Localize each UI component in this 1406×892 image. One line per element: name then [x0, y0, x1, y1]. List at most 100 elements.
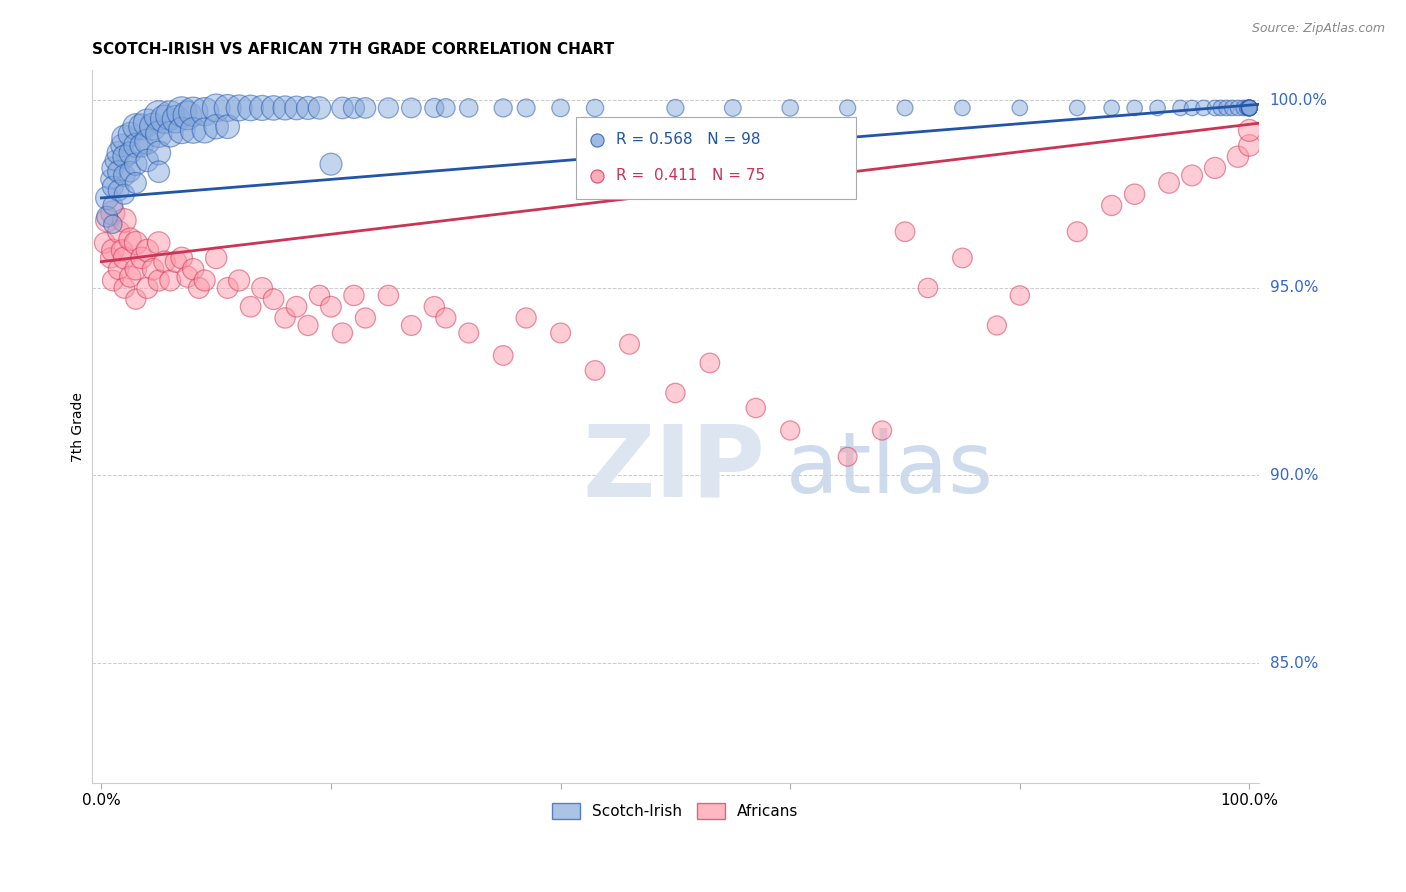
Point [96, 210, 118, 224]
Point [401, 318, 423, 333]
Point [308, 288, 330, 302]
Point [377, 101, 399, 115]
Point [1170, 101, 1192, 115]
Point [131, 251, 153, 265]
Point [308, 101, 330, 115]
Point [423, 101, 446, 115]
Point [205, 101, 228, 115]
Point [148, 164, 170, 178]
Point [492, 101, 515, 115]
Point [1066, 225, 1088, 239]
Point [136, 153, 159, 168]
Point [457, 326, 479, 340]
Point [721, 101, 744, 115]
Text: 90.0%: 90.0% [1270, 468, 1319, 483]
Point [1181, 169, 1204, 183]
Point [101, 206, 124, 220]
Point [101, 198, 124, 212]
Point [194, 123, 217, 137]
Point [111, 244, 134, 258]
Point [583, 101, 606, 115]
Point [779, 101, 801, 115]
Point [181, 123, 204, 137]
Point [1239, 101, 1261, 115]
Point [100, 172, 122, 186]
Point [112, 169, 135, 183]
Point [250, 101, 273, 115]
Point [159, 127, 181, 141]
Point [457, 101, 479, 115]
Point [1101, 198, 1123, 212]
Point [181, 262, 204, 277]
Point [170, 104, 193, 119]
Y-axis label: 7th Grade: 7th Grade [72, 392, 86, 462]
Text: 95.0%: 95.0% [1270, 280, 1319, 295]
Point [894, 225, 917, 239]
Point [176, 269, 198, 284]
Point [112, 131, 135, 145]
Point [583, 363, 606, 377]
Point [125, 157, 148, 171]
Point [1008, 288, 1031, 302]
Point [112, 187, 135, 202]
Text: 85.0%: 85.0% [1270, 656, 1317, 671]
Point [354, 310, 377, 325]
Point [148, 108, 170, 122]
Point [1204, 101, 1226, 115]
Point [148, 145, 170, 160]
Text: SCOTCH-IRISH VS AFRICAN 7TH GRADE CORRELATION CHART: SCOTCH-IRISH VS AFRICAN 7TH GRADE CORREL… [93, 42, 614, 57]
Text: Source: ZipAtlas.com: Source: ZipAtlas.com [1251, 22, 1385, 36]
Point [274, 310, 297, 325]
Point [285, 101, 308, 115]
Point [107, 225, 129, 239]
Point [492, 349, 515, 363]
Point [1233, 101, 1256, 115]
Point [101, 273, 124, 287]
Point [664, 101, 686, 115]
Text: atlas: atlas [786, 428, 994, 511]
Point [96, 213, 118, 227]
Point [136, 116, 159, 130]
Point [619, 337, 641, 351]
Point [1181, 101, 1204, 115]
Point [165, 254, 187, 268]
Point [779, 424, 801, 438]
Point [159, 108, 181, 122]
Point [125, 262, 148, 277]
Point [1008, 101, 1031, 115]
Point [1220, 101, 1243, 115]
Point [239, 300, 262, 314]
Point [1226, 101, 1249, 115]
Point [1236, 101, 1258, 115]
Point [1192, 101, 1215, 115]
Point [377, 288, 399, 302]
Point [112, 251, 135, 265]
Point [239, 101, 262, 115]
Text: R = 0.568   N = 98: R = 0.568 N = 98 [616, 132, 761, 147]
Point [745, 401, 768, 415]
Point [217, 281, 239, 295]
Point [181, 104, 204, 119]
Point [699, 356, 721, 370]
Point [332, 101, 354, 115]
Point [125, 235, 148, 250]
Point [101, 244, 124, 258]
Point [515, 310, 537, 325]
Point [112, 150, 135, 164]
Point [165, 112, 187, 127]
Point [148, 235, 170, 250]
Point [205, 251, 228, 265]
Point [176, 108, 198, 122]
Point [354, 101, 377, 115]
Point [343, 101, 366, 115]
Text: R =  0.411   N = 75: R = 0.411 N = 75 [616, 169, 765, 183]
Point [107, 164, 129, 178]
Point [188, 281, 211, 295]
Text: ZIP: ZIP [582, 421, 765, 518]
Point [274, 101, 297, 115]
Point [112, 281, 135, 295]
Point [159, 273, 181, 287]
Point [1157, 176, 1180, 190]
Point [952, 101, 974, 115]
Point [297, 101, 319, 115]
